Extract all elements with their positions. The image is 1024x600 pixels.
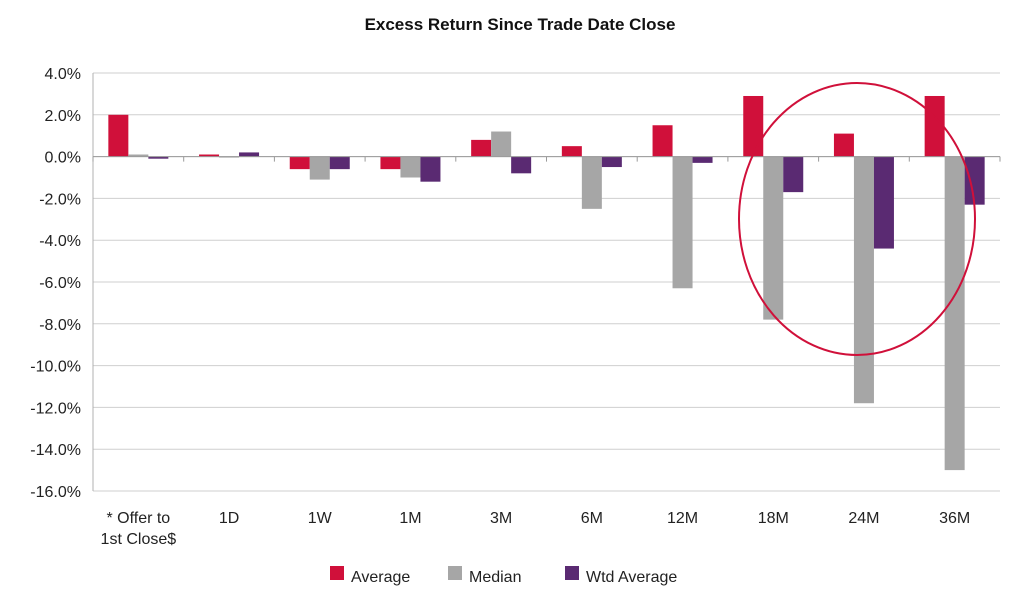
x-category-label: 12M [667,510,698,527]
legend-label: Average [351,569,410,586]
y-tick-label: -8.0% [39,317,81,334]
legend-label: Wtd Average [586,569,677,586]
y-tick-label: -4.0% [39,233,81,250]
bar-average [471,139,492,157]
bar-average [833,133,854,157]
y-tick-label: 2.0% [45,108,81,125]
bar-median [763,156,784,320]
bar-layer [108,95,985,471]
bar-average [289,156,310,170]
bar-median [581,156,602,209]
bar-average [561,146,582,157]
y-tick-label: -16.0% [30,484,81,501]
bar-average [924,95,945,157]
x-category-label: * Offer to [106,510,170,527]
bar-median [491,131,512,157]
x-category-label: 24M [848,510,879,527]
x-category-label: 36M [939,510,970,527]
bar-median [672,156,693,289]
x-axis-categories: * Offer to 1st Close$ 1D 1W 1M 3M 6M 12M 18M 24M 3… [101,510,971,548]
chart-title: Excess Return Since Trade Date Close [365,15,676,34]
y-tick-label: -6.0% [39,275,81,292]
bar-average [108,114,129,157]
y-tick-label: -2.0% [39,191,81,208]
x-category-label: 1M [399,510,421,527]
annotation-layer [738,82,976,356]
bar-wtd-average [148,156,169,159]
x-category-label: 3M [490,510,512,527]
bar-median [128,154,149,157]
y-tick-label: -12.0% [30,400,81,417]
bar-wtd-average [873,156,894,249]
highlight-circle [738,82,976,356]
legend-label: Median [469,569,521,586]
bar-wtd-average [601,156,622,168]
axis-layer [92,73,1001,491]
y-tick-label: -14.0% [30,442,81,459]
legend-item: Wtd Average [565,566,677,586]
bar-wtd-average [239,152,260,157]
bar-wtd-average [420,156,441,182]
legend-item: Average [330,566,410,586]
bar-average [380,156,401,170]
y-tick-label: 0.0% [45,150,81,167]
bar-wtd-average [692,156,713,163]
legend-swatch [448,566,462,580]
bar-wtd-average [964,156,985,205]
y-tick-label: -10.0% [30,359,81,376]
y-axis-ticks: 4.0% 2.0% 0.0% -2.0% -4.0% -6.0% -8.0% -10.0% -1… [30,66,81,501]
bar-wtd-average [329,156,350,170]
bar-median [309,156,330,180]
bar-wtd-average [511,156,532,174]
legend: Average Median Wtd Average [330,566,677,586]
bar-average [199,154,220,157]
bar-median [944,156,965,471]
bar-wtd-average [783,156,804,193]
bar-median [853,156,874,404]
x-category-label: 1st Close$ [101,531,177,548]
bar-average [743,95,764,157]
x-category-label: 1W [308,510,333,527]
legend-swatch [330,566,344,580]
x-category-label: 18M [758,510,789,527]
x-category-label: 6M [581,510,603,527]
bar-average [652,125,673,157]
legend-swatch [565,566,579,580]
bar-median [400,156,421,178]
x-category-label: 1D [219,510,239,527]
legend-item: Median [448,566,521,586]
y-tick-label: 4.0% [45,66,81,83]
